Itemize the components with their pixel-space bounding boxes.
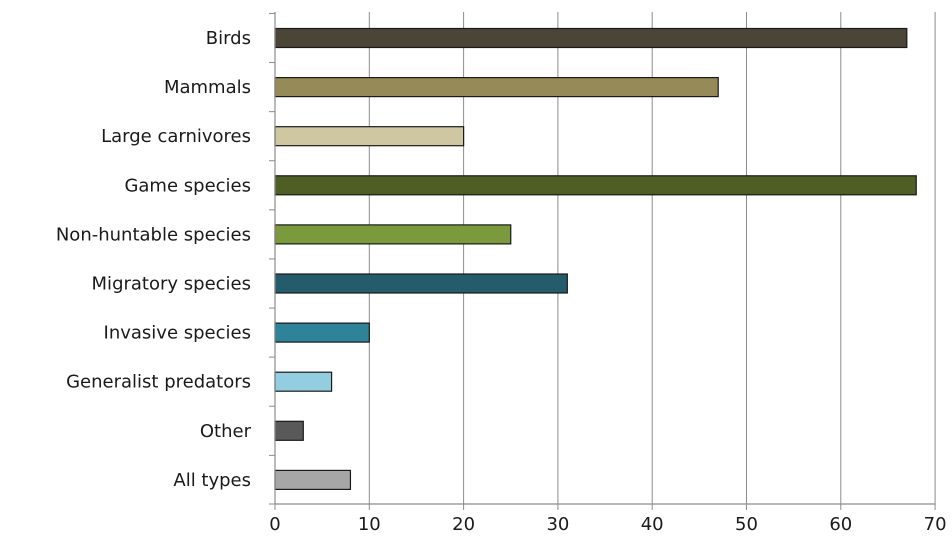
- x-tick-label: 50: [735, 514, 758, 535]
- bar-generalist-predators: [274, 371, 333, 392]
- category-label: Generalist predators: [66, 372, 251, 393]
- category-label: Large carnivores: [101, 126, 251, 147]
- category-labels: Birds Mammals Large carnivores Game species…: [56, 28, 252, 491]
- bar-invasive-species: [274, 322, 370, 343]
- category-label: Mammals: [164, 77, 251, 98]
- category-label: All types: [173, 470, 251, 491]
- x-tick-label: 0: [269, 514, 280, 535]
- category-label: Other: [200, 421, 252, 442]
- x-tick-label: 30: [546, 514, 569, 535]
- x-tick-label: 20: [452, 514, 475, 535]
- bar-all-types: [274, 469, 352, 490]
- x-tick-label: 60: [829, 514, 852, 535]
- x-tick-label: 10: [358, 514, 381, 535]
- x-tick-label: 40: [641, 514, 664, 535]
- bars: [274, 27, 917, 490]
- x-tick-label: 70: [924, 514, 947, 535]
- tick-labels: 0 10 20 30 40 50 60 70: [269, 514, 946, 535]
- bar-other: [274, 420, 304, 441]
- category-label: Birds: [206, 28, 251, 49]
- axes: [269, 12, 936, 510]
- bar-non-huntable-species: [274, 224, 512, 245]
- category-label: Invasive species: [104, 323, 251, 344]
- bar-birds: [274, 27, 908, 49]
- bar-large-carnivores: [274, 126, 465, 147]
- category-label: Game species: [124, 175, 251, 196]
- category-label: Migratory species: [92, 274, 251, 295]
- bar-game-species: [274, 175, 917, 196]
- category-label: Non-huntable species: [56, 224, 251, 245]
- bar-migratory-species: [274, 273, 568, 294]
- bar-mammals: [274, 76, 719, 98]
